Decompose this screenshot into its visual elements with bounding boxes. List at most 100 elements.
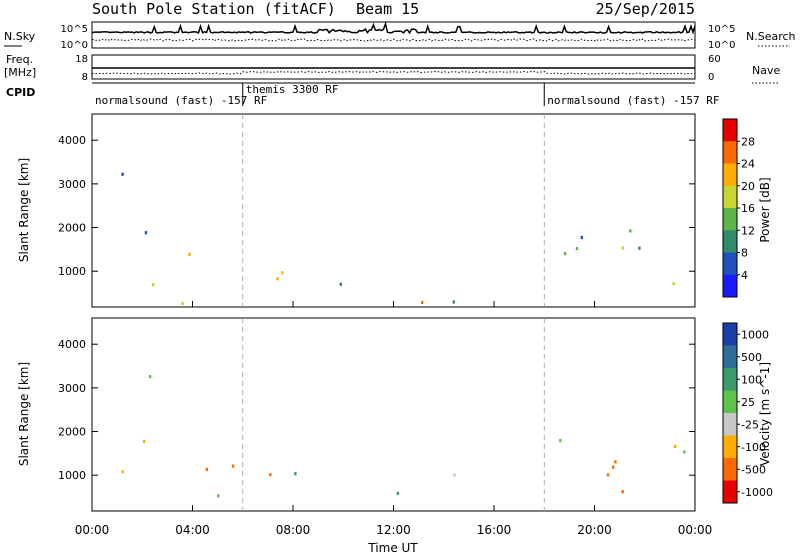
colorbar-tick-label: 4	[741, 269, 748, 282]
echo-cell	[612, 465, 615, 469]
y-tick-label: 2000	[58, 222, 86, 235]
echo-cell	[396, 491, 400, 495]
nsearch-tick-top: 10^5	[708, 24, 735, 35]
colorbar-tick-label: -100	[741, 441, 766, 454]
echo-cell	[231, 464, 235, 468]
freq-label: Freq.	[6, 53, 33, 66]
x-tick-label: 04:00	[175, 523, 210, 537]
colorbar-swatch	[723, 323, 737, 346]
colorbar-tick-label: -1000	[741, 486, 773, 499]
colorbar-tick-label: 16	[741, 202, 755, 215]
echo-cell	[580, 235, 584, 240]
colorbar-swatch	[723, 390, 737, 414]
velocity-ylabel: Slant Range [km]	[17, 362, 31, 466]
echo-cell	[683, 450, 686, 454]
colorbar-tick-label: 500	[741, 351, 762, 364]
echo-cell	[339, 282, 342, 286]
colorbar-swatch	[723, 230, 737, 253]
beam-label: Beam 15	[356, 0, 419, 18]
power-colorbar: 4 8 12 16 20 24 28	[722, 118, 755, 298]
echo-cell	[281, 271, 284, 275]
echo-cell	[453, 473, 456, 477]
nsearch-tick-bottom: 10^0	[708, 40, 735, 51]
nave-label: Nave	[752, 64, 780, 77]
echo-cell	[142, 439, 146, 443]
colorbar-swatch	[723, 345, 737, 369]
colorbar-tick-label: -25	[741, 418, 759, 431]
velocity-panel-frame	[91, 317, 696, 512]
freq-panel	[91, 54, 696, 80]
y-tick-label: 3000	[58, 178, 86, 191]
colorbar-swatch	[723, 480, 737, 504]
echo-cell	[575, 247, 579, 251]
y-tick-label: 1000	[58, 469, 86, 482]
colorbar-tick-label: 28	[741, 135, 755, 148]
x-tick-label: 00:00	[678, 523, 713, 537]
colorbar-swatch	[723, 163, 737, 187]
x-tick-label: 00:00	[75, 523, 110, 537]
echo-cell	[614, 460, 617, 464]
colorbar-swatch	[723, 119, 737, 142]
echo-cell	[563, 252, 567, 256]
echo-cell	[276, 277, 279, 281]
y-tick-label: 2000	[58, 426, 86, 439]
echo-cell	[559, 439, 562, 443]
echo-cell	[269, 473, 272, 477]
nave-trace	[91, 70, 696, 75]
echo-cell	[181, 301, 184, 306]
station-title: South Pole Station (fitACF)	[92, 0, 336, 18]
nave-tick-top: 60	[708, 54, 721, 65]
nsky-tick-top: 10^5	[61, 24, 88, 35]
freq-tick-bottom: 8	[82, 72, 88, 83]
cpid-segment-label: normalsound (fast) -157 RF	[95, 94, 267, 107]
nsky-label: N.Sky	[4, 30, 36, 43]
colorbar-frame	[722, 322, 738, 504]
echo-cell	[421, 300, 424, 305]
colorbar-swatch	[723, 208, 737, 231]
y-tick-label: 4000	[58, 338, 86, 351]
echo-cell	[217, 494, 220, 498]
colorbar-tick-label: -500	[741, 463, 766, 476]
nsky-trace	[91, 21, 696, 35]
colorbar-tick-label: 12	[741, 224, 755, 237]
x-tick-label: 20:00	[577, 523, 612, 537]
echo-cell	[188, 252, 191, 256]
cpid-segment-label: normalsound (fast) -157 RF	[547, 94, 719, 107]
noise-panel	[91, 21, 696, 49]
nsky-tick-bottom: 10^0	[61, 40, 88, 51]
echo-cell	[121, 470, 124, 474]
echo-cell	[621, 246, 624, 250]
echo-cell	[452, 300, 455, 304]
colorbar-swatch	[723, 435, 737, 459]
power-axes: 1000 2000 3000 4000	[58, 114, 696, 307]
date-label: 25/Sep/2015	[596, 0, 695, 18]
colorbar-swatch	[723, 252, 737, 276]
velocity-colorbar: 1000 500 100 25 -25 -100 -500 -1000	[722, 322, 773, 504]
colorbar-tick-label: 24	[741, 158, 755, 171]
colorbar-swatch	[723, 141, 737, 164]
y-tick-label: 4000	[58, 134, 86, 147]
colorbar-swatch	[723, 458, 737, 481]
power-cbar-label: Power [dB]	[758, 177, 772, 242]
cpid-segment-label: themis 3300 RF	[246, 83, 339, 96]
x-tick-label: 12:00	[376, 523, 411, 537]
echo-cell	[144, 231, 148, 235]
echo-cell	[629, 229, 632, 233]
power-cells	[121, 172, 675, 306]
echo-cell	[674, 444, 677, 449]
colorbar-swatch	[723, 413, 737, 436]
colorbar-tick-label: 20	[741, 180, 755, 193]
colorbar-tick-label: 1000	[741, 328, 769, 341]
y-tick-label: 1000	[58, 265, 86, 278]
velocity-cells	[121, 375, 686, 498]
echo-cell	[151, 283, 155, 287]
colorbar-swatch	[723, 368, 737, 391]
echo-cell	[638, 246, 641, 250]
echo-cell	[672, 282, 675, 286]
nsearch-trace	[91, 38, 696, 42]
echo-cell	[205, 467, 209, 472]
echo-cell	[121, 172, 124, 176]
power-ylabel: Slant Range [km]	[17, 158, 31, 262]
